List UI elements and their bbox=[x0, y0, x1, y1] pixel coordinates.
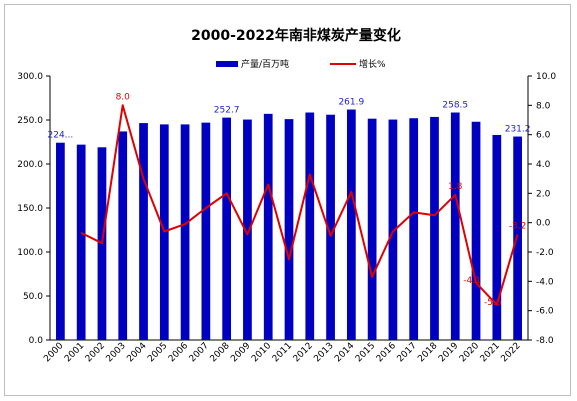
bar-value-label: 224... bbox=[48, 131, 74, 141]
legend: 产量/百万吨 增长% bbox=[216, 58, 386, 70]
x-tick-label: 2011 bbox=[271, 341, 294, 364]
x-tick-label: 2013 bbox=[312, 341, 335, 364]
x-tick-label: 2008 bbox=[209, 341, 232, 364]
right-tick-label: -6.0 bbox=[536, 307, 554, 317]
bar-2022 bbox=[513, 136, 522, 340]
bar-2009 bbox=[243, 119, 252, 340]
bar-value-label: 258.5 bbox=[442, 101, 468, 111]
x-tick-label: 2010 bbox=[250, 341, 273, 364]
x-tick-label: 2016 bbox=[375, 341, 398, 364]
legend-line-label: 增长% bbox=[359, 58, 386, 70]
right-tick-label: 2.0 bbox=[536, 189, 551, 199]
bar-2010 bbox=[263, 113, 273, 340]
bar-value-label: 252.7 bbox=[214, 106, 240, 116]
right-y-axis: -8.0 -6.0 -4.0 -2.0 0.0 2.0 4.0 6.0 8.0 10.0 bbox=[527, 72, 556, 346]
bar-2019 bbox=[450, 112, 460, 341]
x-tick-label: 2002 bbox=[84, 341, 107, 364]
bar-2016 bbox=[388, 119, 398, 340]
bar-value-label: 231.2 bbox=[505, 125, 531, 135]
left-tick-label: 250.0 bbox=[17, 116, 43, 126]
right-tick-label: -4.0 bbox=[536, 277, 554, 287]
x-tick-label: 2004 bbox=[125, 341, 148, 364]
growth-value-label: 8.0 bbox=[116, 92, 131, 102]
x-tick-label: 2007 bbox=[188, 341, 211, 364]
legend-bar-swatch bbox=[216, 61, 238, 67]
bar-2008 bbox=[222, 117, 232, 341]
left-tick-label: 300.0 bbox=[17, 72, 43, 82]
x-tick-label: 2012 bbox=[292, 341, 315, 364]
x-tick-label: 2001 bbox=[63, 341, 86, 364]
x-tick-label: 2017 bbox=[396, 341, 419, 364]
x-tick-label: 2014 bbox=[333, 341, 356, 364]
right-tick-label: 4.0 bbox=[536, 160, 551, 170]
bar-2003 bbox=[118, 131, 128, 340]
right-tick-label: 10.0 bbox=[536, 72, 556, 82]
x-tick-label: 2003 bbox=[105, 341, 128, 364]
bar-value-label: 261.9 bbox=[338, 98, 364, 108]
left-tick-label: 200.0 bbox=[17, 160, 43, 170]
x-tick-label: 2015 bbox=[354, 341, 377, 364]
growth-line-series bbox=[80, 104, 519, 306]
bar-2012 bbox=[305, 112, 315, 341]
x-tick-label: 2022 bbox=[499, 341, 522, 364]
growth-value-label: -5.6 bbox=[484, 298, 502, 308]
x-tick-label: 2005 bbox=[146, 341, 169, 364]
left-tick-label: 150.0 bbox=[17, 204, 43, 214]
x-axis-labels: 2000200120022003200420052006200720082009… bbox=[42, 341, 522, 364]
x-tick-label: 2000 bbox=[42, 341, 65, 364]
bar-2011 bbox=[284, 119, 294, 341]
bar-2006 bbox=[180, 124, 190, 341]
x-tick-label: 2021 bbox=[479, 341, 502, 364]
data-labels: 224... 252.7 261.9 258.5 231.2 8.0 1.8 -4.1 -5.6… bbox=[48, 92, 531, 307]
x-tick-label: 2020 bbox=[458, 341, 481, 364]
x-tick-label: 2006 bbox=[167, 341, 190, 364]
growth-value-label: -3.2 bbox=[509, 221, 527, 231]
bar-series bbox=[56, 109, 522, 341]
bar-2020 bbox=[471, 121, 481, 340]
left-tick-label: 0.0 bbox=[29, 336, 44, 346]
bar-2015 bbox=[367, 118, 377, 341]
bar-2013 bbox=[326, 114, 335, 340]
x-tick-label: 2018 bbox=[416, 341, 439, 364]
left-tick-label: 100.0 bbox=[17, 248, 43, 258]
bar-2021 bbox=[492, 134, 502, 340]
x-tick-label: 2019 bbox=[437, 341, 460, 364]
bar-2007 bbox=[201, 122, 211, 340]
bar-2018 bbox=[430, 116, 439, 340]
left-tick-label: 50.0 bbox=[23, 292, 43, 302]
x-tick-label: 2009 bbox=[229, 341, 252, 364]
growth-line bbox=[80, 104, 519, 306]
right-tick-label: -2.0 bbox=[536, 248, 554, 258]
bar-2004 bbox=[139, 123, 148, 340]
growth-value-label: 1.8 bbox=[448, 182, 463, 192]
right-tick-label: 6.0 bbox=[536, 131, 551, 141]
right-tick-label: 0.0 bbox=[536, 219, 551, 229]
chart-title: 2000-2022年南非煤炭产量变化 bbox=[191, 27, 401, 44]
bar-2014 bbox=[346, 109, 356, 340]
right-tick-label: -8.0 bbox=[536, 336, 554, 346]
growth-value-label: -4.1 bbox=[463, 276, 481, 286]
bar-2017 bbox=[409, 118, 419, 341]
right-tick-label: 8.0 bbox=[536, 101, 551, 111]
bar-2000 bbox=[56, 142, 65, 340]
legend-bar-label: 产量/百万吨 bbox=[241, 58, 289, 70]
bar-2001 bbox=[76, 144, 86, 340]
